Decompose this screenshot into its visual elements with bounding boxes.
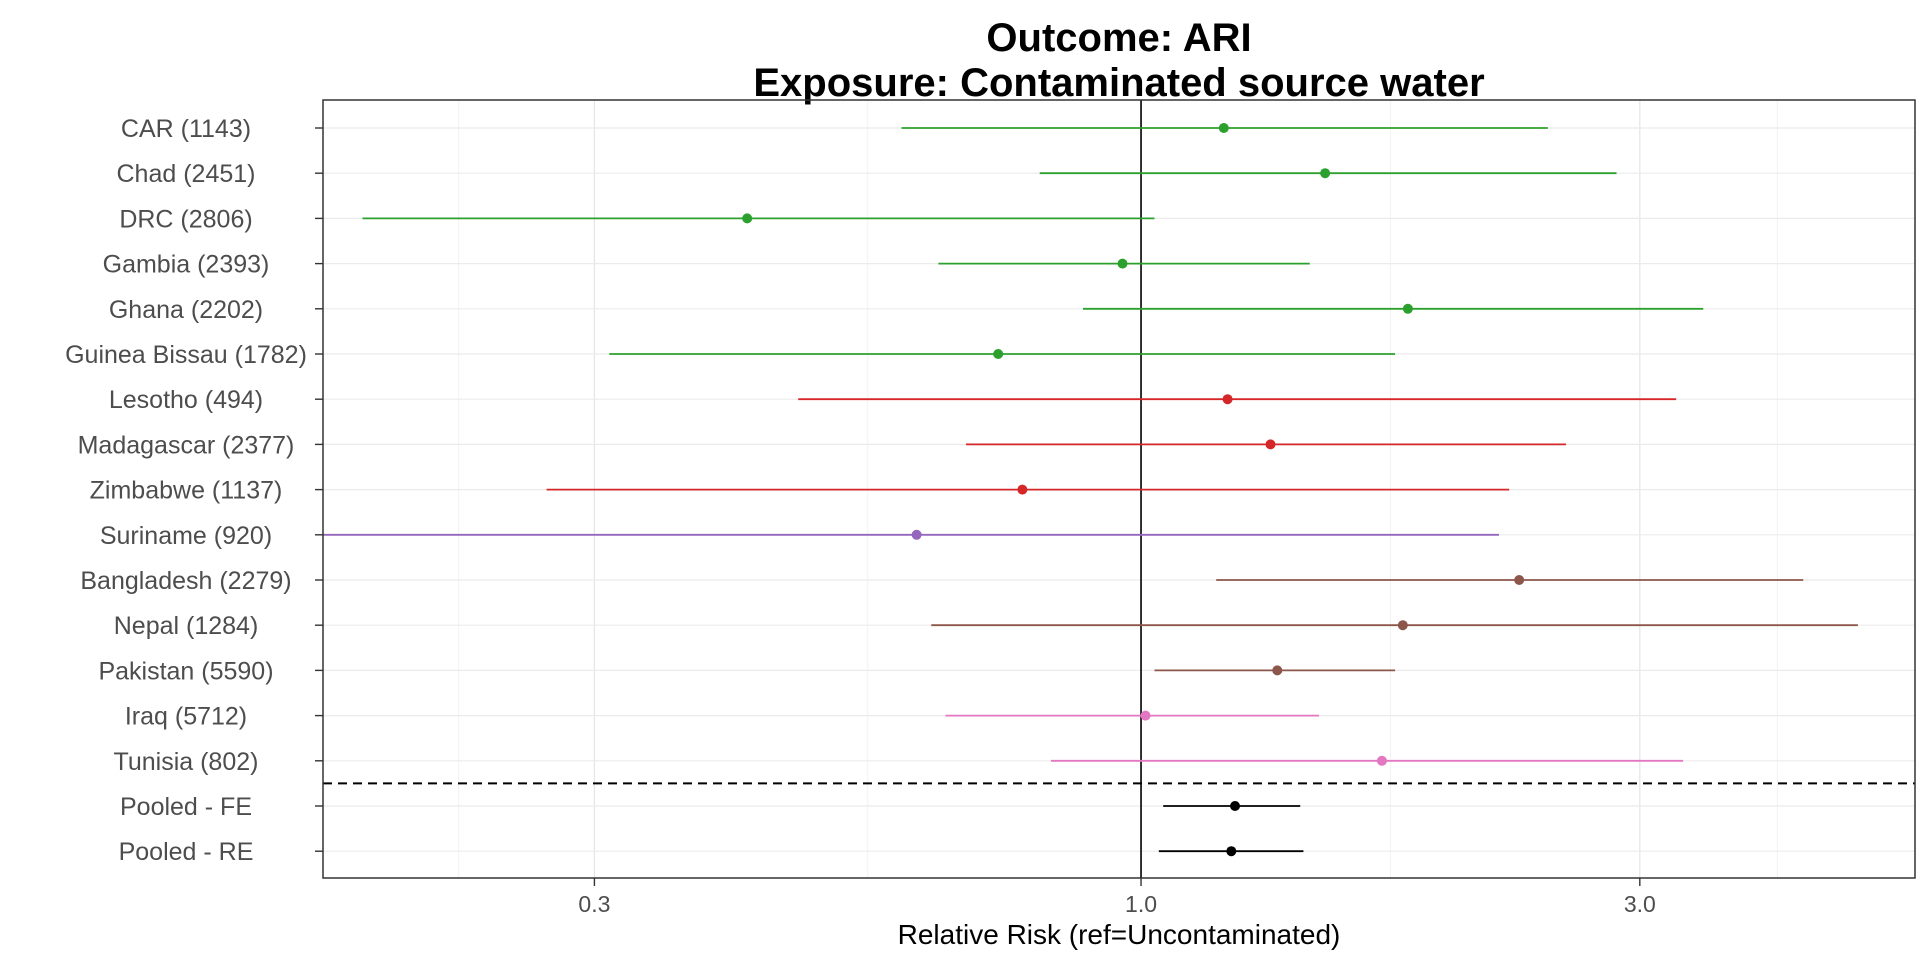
y-tick-label: Gambia (2393) <box>103 251 270 279</box>
y-tick-label: Pooled - FE <box>120 793 252 821</box>
y-tick-label: Pooled - RE <box>119 838 254 866</box>
y-tick-label: Pakistan (5590) <box>98 657 273 685</box>
x-tick-label: 0.3 <box>578 891 610 917</box>
y-tick-label: Iraq (5712) <box>125 703 247 731</box>
y-tick-label: Chad (2451) <box>117 160 256 188</box>
point-estimate <box>1222 394 1233 405</box>
series-layer <box>323 100 1915 878</box>
point-estimate <box>1226 846 1237 857</box>
y-tick-label: CAR (1143) <box>121 115 251 143</box>
y-axis: CAR (1143) Chad (2451) DRC (2806) Gambia (2… <box>65 115 323 866</box>
point-estimate <box>1017 484 1028 495</box>
point-estimate <box>742 213 753 224</box>
point-estimate <box>1265 439 1276 450</box>
y-tick-label: Bangladesh (2279) <box>80 567 291 595</box>
y-tick-label: Madagascar (2377) <box>78 431 295 459</box>
y-tick-label: DRC (2806) <box>119 205 252 233</box>
point-estimate <box>911 529 922 540</box>
y-tick-label: Tunisia (802) <box>114 748 259 776</box>
y-tick-label: Suriname (920) <box>100 522 272 550</box>
point-estimate <box>1230 801 1241 811</box>
point-estimate <box>1397 620 1408 631</box>
chart-title-line-1: Outcome: ARI <box>986 16 1251 60</box>
y-tick-label: Lesotho (494) <box>109 386 263 414</box>
point-estimate <box>1402 303 1413 314</box>
x-axis: 0.3 1.0 3.0 <box>578 878 1656 917</box>
y-tick-label: Ghana (2202) <box>109 296 263 324</box>
x-tick-label: 1.0 <box>1125 891 1157 917</box>
point-estimate <box>1140 710 1151 721</box>
y-tick-label: Zimbabwe (1137) <box>90 477 283 505</box>
point-estimate <box>993 349 1004 359</box>
point-estimate <box>1272 665 1283 676</box>
chart-title-line-2: Exposure: Contaminated source water <box>753 61 1484 105</box>
point-estimate <box>1320 168 1331 179</box>
point-estimate <box>1117 258 1128 269</box>
point-estimate <box>1218 123 1229 133</box>
x-tick-label: 3.0 <box>1624 891 1656 917</box>
point-estimate <box>1376 755 1387 766</box>
y-tick-label: Guinea Bissau (1782) <box>65 341 307 369</box>
y-tick-label: Nepal (1284) <box>114 612 259 640</box>
x-axis-label: Relative Risk (ref=Uncontaminated) <box>898 919 1341 950</box>
point-estimate <box>1514 575 1525 585</box>
